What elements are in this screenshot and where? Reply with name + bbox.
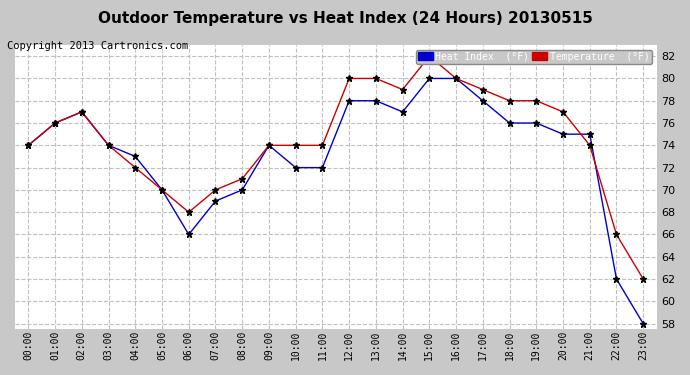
Text: Outdoor Temperature vs Heat Index (24 Hours) 20130515: Outdoor Temperature vs Heat Index (24 Ho…: [97, 11, 593, 26]
Legend: Heat Index  (°F), Temperature  (°F): Heat Index (°F), Temperature (°F): [416, 50, 652, 64]
Text: Copyright 2013 Cartronics.com: Copyright 2013 Cartronics.com: [7, 41, 188, 51]
